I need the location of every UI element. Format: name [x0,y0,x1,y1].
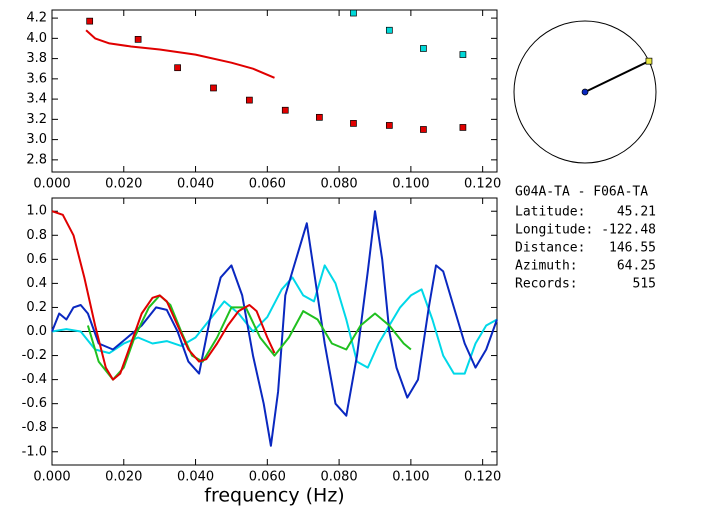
x-tick-label: 0.040 [177,470,214,485]
target-dot [645,57,653,65]
azimuth-circle [513,20,657,164]
marker [420,126,427,133]
y-tick-label: 2.8 [26,152,47,167]
plot-frame [51,9,498,173]
marker [459,124,467,131]
line-series [51,264,498,375]
marker [174,64,181,72]
line-series [85,29,275,79]
x-axis-label: frequency (Hz) [204,485,344,507]
y-tick-label: 4.2 [26,11,47,26]
y-tick-label: -0.6 [22,396,47,411]
marker [134,36,142,43]
x-tick-label: 0.000 [33,177,70,192]
x-tick-label: 0.020 [105,470,142,485]
y-tick-label: 0.8 [26,228,47,243]
y-tick-label: 0.2 [26,300,47,315]
y-tick-label: 3.4 [26,92,47,107]
marker [281,106,289,114]
x-tick-label: 0.080 [320,177,357,192]
y-tick-label: -0.8 [22,420,47,435]
marker [350,120,357,127]
y-tick-label: -0.4 [22,372,47,387]
x-tick-label: 0.060 [249,177,286,192]
y-tick-label: 0.0 [26,324,47,339]
info-value: 64.25 [617,259,656,274]
x-tick-label: 0.060 [249,470,286,485]
x-tick-label: 0.100 [392,177,429,192]
azimuth-needle [584,60,650,93]
y-tick-label: 0.4 [26,276,47,291]
y-tick-label: -0.2 [22,348,47,363]
x-tick-label: 0.020 [105,177,142,192]
marker [86,17,94,25]
info-title: G04A-TA - F06A-TA [515,185,648,200]
marker [459,51,467,58]
y-tick-label: 3.6 [26,71,47,86]
x-tick-label: 0.080 [320,470,357,485]
marker [385,26,393,34]
x-tick-label: 0.120 [464,177,501,192]
line-series [86,294,412,381]
line-series [51,210,276,381]
info-value: 515 [633,277,656,292]
info-label: Distance: [515,241,585,256]
x-tick-label: 0.120 [464,470,501,485]
info-value: 45.21 [617,205,656,220]
y-tick-label: 1.0 [26,204,47,219]
marker [420,45,427,52]
x-tick-label: 0.100 [392,470,429,485]
marker [350,9,357,17]
marker [385,122,393,129]
info-value: 146.55 [609,241,656,256]
y-tick-label: 4.0 [26,31,47,46]
origin-dot [581,88,589,96]
x-tick-label: 0.000 [33,470,70,485]
marker [246,96,253,104]
info-label: Azimuth: [515,259,578,274]
line-series [51,210,498,447]
marker [316,113,323,121]
y-tick-label: 0.6 [26,252,47,267]
y-tick-label: -1.0 [22,444,47,459]
y-tick-label: 3.8 [26,51,47,66]
y-tick-label: 3.0 [26,132,47,147]
y-tick-label: 3.2 [26,112,47,127]
info-value: -122.48 [601,223,656,238]
info-label: Records: [515,277,578,292]
info-label: Latitude: [515,205,585,220]
info-label: Longitude: [515,223,593,238]
x-tick-label: 0.040 [177,177,214,192]
marker [210,84,217,92]
